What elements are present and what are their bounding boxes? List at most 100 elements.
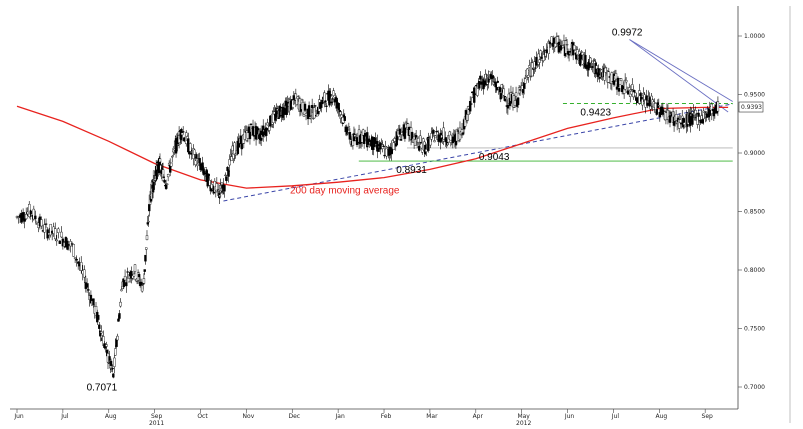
candle-body	[337, 103, 340, 110]
candlestick	[116, 333, 119, 347]
candle-body	[624, 80, 628, 83]
candle-body	[114, 348, 117, 356]
candle-body	[661, 109, 665, 115]
candle-body	[680, 123, 683, 125]
candlestick	[461, 131, 465, 136]
candle-body	[208, 180, 211, 186]
candle-body	[604, 67, 607, 73]
candlestick	[340, 111, 343, 123]
candle-body	[112, 373, 115, 378]
trendline-layer	[223, 39, 733, 202]
candlestick	[223, 184, 226, 198]
candlestick	[227, 168, 230, 183]
candlestick	[174, 137, 178, 158]
candle-body	[491, 75, 494, 79]
candlestick	[575, 45, 578, 64]
candle-body	[615, 86, 619, 90]
candlestick	[566, 48, 570, 59]
candle-body	[420, 142, 423, 144]
candle-body	[54, 228, 57, 240]
candlestick	[302, 114, 306, 117]
candle-body	[468, 101, 472, 112]
candle-body	[24, 214, 28, 219]
candle-body	[645, 95, 648, 101]
candlestick	[323, 90, 326, 108]
candlestick	[195, 152, 198, 160]
candle-body	[398, 128, 402, 135]
price-annotation: 0.7071	[87, 383, 118, 394]
candlestick	[494, 78, 497, 93]
x-tick-label: Dec	[288, 413, 300, 420]
candlestick	[535, 51, 538, 67]
candle-body	[478, 80, 481, 89]
candle-body	[665, 108, 669, 110]
candle-body	[123, 276, 127, 281]
candle-body	[266, 122, 269, 126]
candlestick	[338, 107, 341, 117]
candlestick	[655, 108, 658, 116]
candlestick	[55, 234, 58, 246]
candle-body	[248, 131, 252, 140]
candle-body	[120, 289, 123, 292]
candlestick	[163, 178, 166, 184]
candle-body	[442, 127, 445, 142]
candlestick	[213, 178, 216, 194]
candle-body	[634, 92, 637, 97]
x-tick-label: Jul	[60, 413, 69, 420]
candlestick	[562, 34, 566, 48]
candle-body	[251, 126, 255, 136]
moving-average-label: 200 day moving average	[290, 185, 400, 196]
candle-body	[382, 145, 385, 147]
candlestick	[100, 325, 103, 334]
candlestick	[321, 98, 324, 105]
candle-body	[269, 115, 272, 127]
candle-body	[194, 160, 197, 166]
candle-body	[290, 99, 293, 101]
candlestick	[112, 373, 115, 379]
candle-body	[474, 93, 477, 95]
candle-body	[225, 176, 228, 182]
candle-body	[589, 57, 592, 64]
candle-body	[119, 301, 122, 307]
candle-body	[40, 219, 43, 227]
candle-body	[233, 142, 236, 155]
moving-average-layer	[16, 105, 729, 189]
candle-body	[196, 163, 199, 167]
candlestick	[567, 53, 571, 62]
candlestick	[126, 267, 129, 279]
candle-body	[367, 144, 370, 146]
candle-body	[171, 156, 174, 158]
year-label: 2012	[516, 420, 531, 427]
candlestick	[158, 153, 162, 164]
candle-body	[534, 67, 537, 69]
candle-body	[461, 132, 465, 135]
candle-body	[521, 89, 525, 94]
candle-body	[221, 192, 225, 195]
candle-body	[144, 254, 147, 262]
candle-body	[98, 324, 101, 329]
y-tick-label: 0.9500	[744, 92, 765, 99]
candle-body	[655, 108, 658, 115]
candle-body	[224, 174, 227, 177]
candle-body	[190, 152, 193, 155]
price-annotation: 0.9972	[612, 27, 643, 38]
candlestick	[265, 126, 268, 142]
candlestick	[40, 216, 43, 230]
candle-body	[309, 115, 313, 117]
candle-body	[644, 99, 647, 108]
candle-body	[346, 132, 350, 134]
candle-body	[283, 108, 286, 115]
candlestick	[137, 271, 141, 283]
candle-body	[97, 314, 100, 320]
y-tick-label: 0.8500	[744, 209, 765, 216]
candle-body	[674, 114, 678, 121]
candle-body	[165, 183, 169, 185]
candle-body	[195, 154, 198, 159]
candlestick	[170, 162, 173, 168]
candle-body	[58, 240, 62, 244]
candle-body	[314, 105, 317, 107]
candlestick	[111, 364, 114, 373]
candle-body	[641, 98, 644, 106]
trendline	[629, 39, 733, 102]
